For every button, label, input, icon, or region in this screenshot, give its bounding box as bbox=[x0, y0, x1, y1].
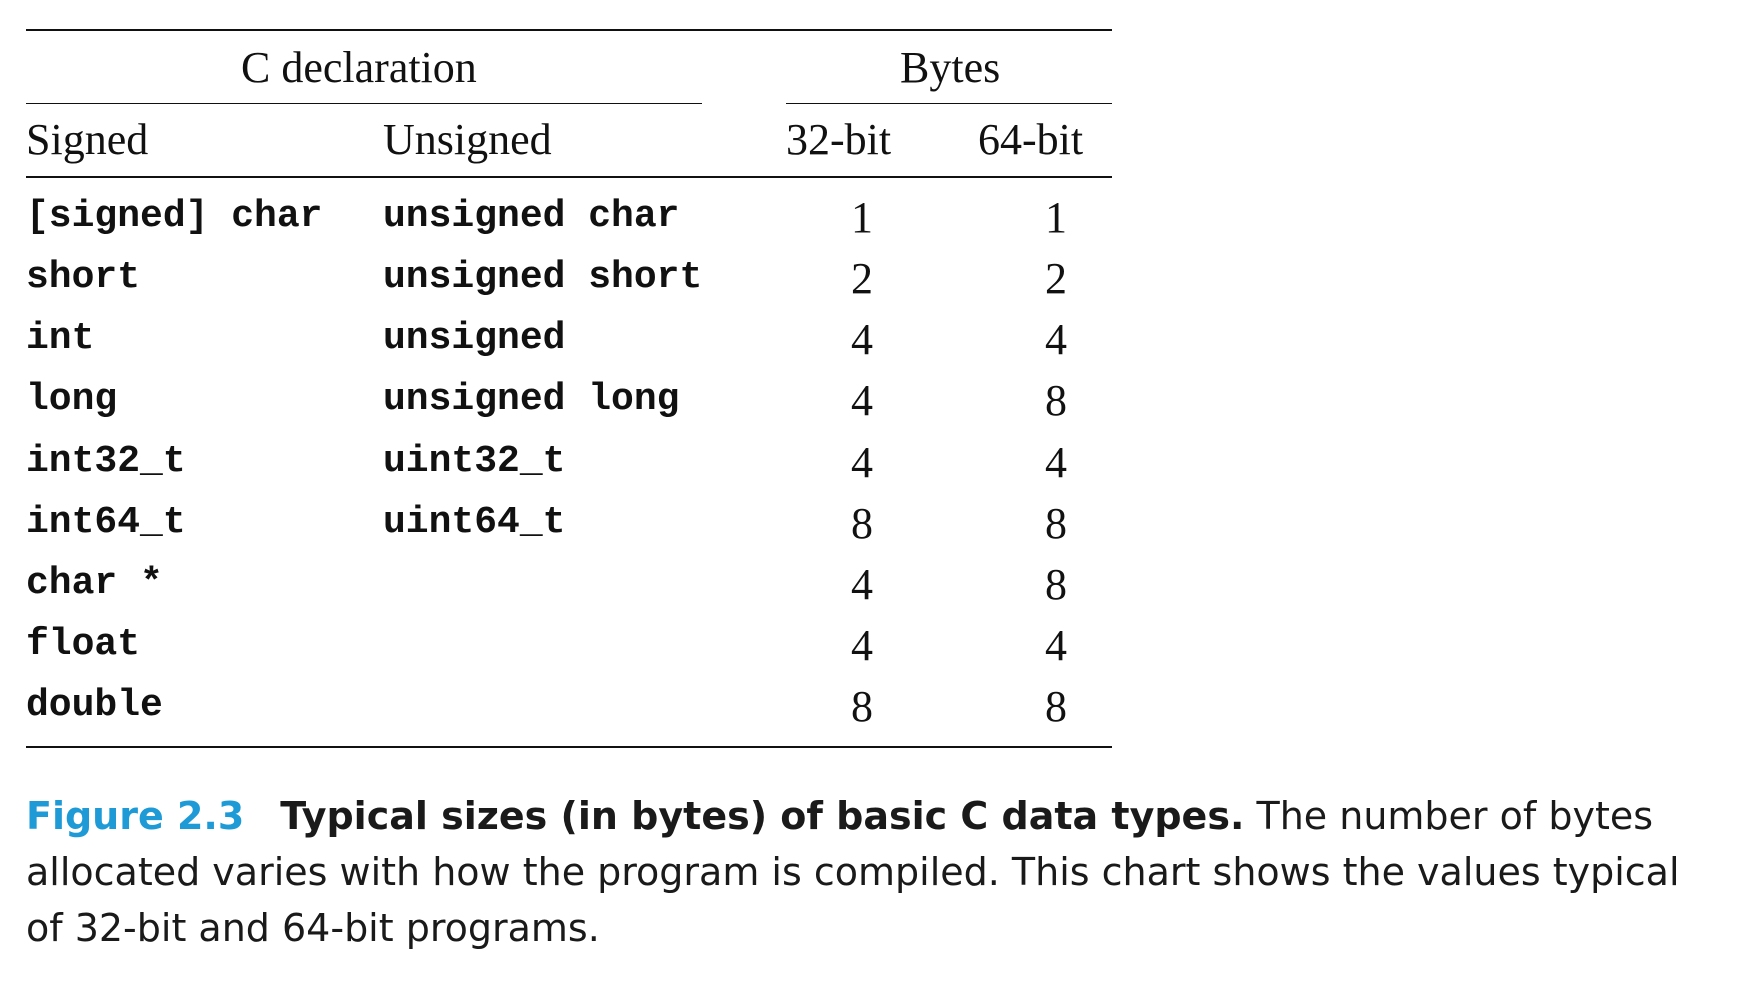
bytes-32bit: 4 bbox=[851, 438, 873, 487]
group-header-bytes: Bytes bbox=[900, 43, 1001, 92]
bytes-64bit: 8 bbox=[1045, 682, 1067, 731]
signed-type: char * bbox=[26, 562, 163, 605]
caption-text: The number of bytes allocated varies wit… bbox=[26, 794, 1680, 950]
unsigned-type: uint64_t bbox=[383, 501, 566, 544]
column-header-signed: Signed bbox=[26, 115, 149, 164]
bytes-32bit: 2 bbox=[851, 254, 873, 303]
signed-type: float bbox=[26, 623, 141, 666]
declaration-group-rule bbox=[26, 103, 702, 104]
bytes-64bit: 4 bbox=[1045, 315, 1067, 364]
column-header-unsigned: Unsigned bbox=[383, 115, 552, 164]
figure-label: Figure 2.3 bbox=[26, 794, 245, 838]
column-header-32bit: 32-bit bbox=[786, 115, 892, 164]
bytes-32bit: 4 bbox=[851, 376, 873, 425]
signed-type: int32_t bbox=[26, 440, 186, 483]
bytes-64bit: 4 bbox=[1045, 438, 1067, 487]
group-header-declaration: C declaration bbox=[241, 43, 477, 92]
unsigned-type: unsigned short bbox=[383, 256, 703, 299]
figure-title: Typical sizes (in bytes) of basic C data… bbox=[280, 794, 1245, 838]
signed-type: int64_t bbox=[26, 501, 186, 544]
bytes-32bit: 4 bbox=[851, 560, 873, 609]
signed-type: long bbox=[26, 378, 118, 421]
bytes-64bit: 1 bbox=[1045, 193, 1067, 242]
signed-type: double bbox=[26, 684, 163, 727]
unsigned-type: uint32_t bbox=[383, 440, 566, 483]
bytes-64bit: 2 bbox=[1045, 254, 1067, 303]
bytes-64bit: 8 bbox=[1045, 499, 1067, 548]
bytes-64bit: 4 bbox=[1045, 621, 1067, 670]
table-top-rule bbox=[26, 29, 1112, 31]
bytes-32bit: 4 bbox=[851, 621, 873, 670]
signed-type: short bbox=[26, 256, 141, 299]
signed-type: [signed] char bbox=[26, 195, 323, 238]
bytes-32bit: 8 bbox=[851, 682, 873, 731]
signed-type: int bbox=[26, 317, 95, 360]
bytes-32bit: 8 bbox=[851, 499, 873, 548]
unsigned-type: unsigned char bbox=[383, 195, 680, 238]
bytes-64bit: 8 bbox=[1045, 560, 1067, 609]
bytes-32bit: 1 bbox=[851, 193, 873, 242]
bytes-64bit: 8 bbox=[1045, 376, 1067, 425]
unsigned-type: unsigned bbox=[383, 317, 566, 360]
header-rule bbox=[26, 176, 1112, 178]
table-bottom-rule bbox=[26, 746, 1112, 748]
column-header-64bit: 64-bit bbox=[978, 115, 1084, 164]
figure-caption: Figure 2.3 Typical sizes (in bytes) of ba… bbox=[26, 788, 1726, 956]
bytes-32bit: 4 bbox=[851, 315, 873, 364]
unsigned-type: unsigned long bbox=[383, 378, 680, 421]
bytes-group-rule bbox=[786, 103, 1112, 104]
